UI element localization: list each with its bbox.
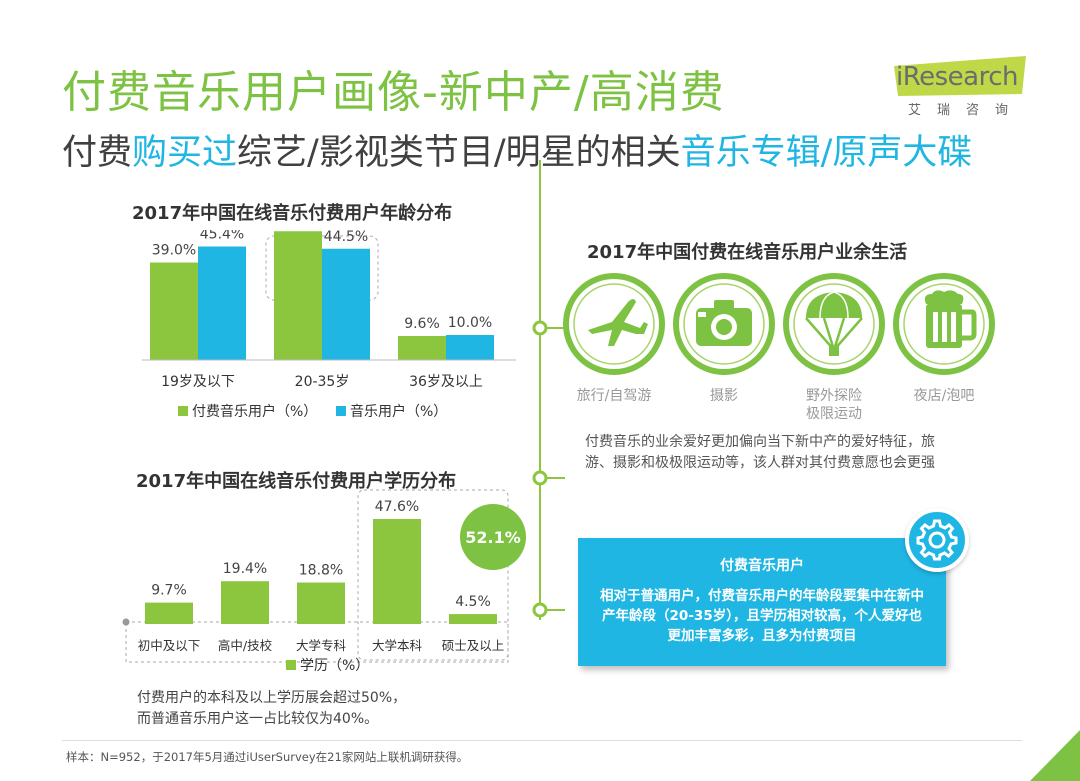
highlight-total-text: 52.1% [465,528,521,547]
hobby-label-travel: 旅行/自驾游 [576,388,652,404]
hobbies-title: 2017年中国付费在线音乐用户业余生活 [587,242,908,263]
bar-paid-1 [274,231,322,360]
connector-node [532,320,548,336]
bar-paid-2 [398,336,446,360]
age-chart: 39.0%45.4%19岁及以下51.5%44.5%20-35岁9.6%10.0… [142,230,516,420]
footer-divider [62,740,1022,741]
logo-text: iResearch [896,62,1018,92]
category-label: 初中及以下 [138,638,201,653]
bar-all-1 [322,248,370,360]
category-label: 19岁及以下 [161,374,235,390]
highlight-box [357,489,509,661]
category-label: 36岁及以上 [409,374,483,390]
hobbies-note: 付费音乐的业余爱好更加偏向当下新中产的爱好特征，旅游、摄影和极极限运动等，该人群… [585,434,935,471]
gear-icon [916,519,958,561]
sample-note: 样本：N=952，于2017年5月通过iUserSurvey在21家网站上联机调… [66,750,469,764]
timeline-connector [532,160,565,620]
bar-label: 45.4% [200,230,244,243]
subtitle-part: 付费 [62,133,133,173]
camera-icon [673,273,775,375]
hobby-icons [563,273,995,375]
bar-label: 4.5% [455,594,491,610]
bar-education-4 [449,614,497,624]
logo-subtext: 艾瑞咨询 [908,103,1025,118]
bar-label: 9.7% [151,583,187,599]
age-chart-title: 2017年中国在线音乐付费用户年龄分布 [132,203,453,224]
highlight-total-badge: 52.1% [460,504,526,570]
callout-body: 相对于普通用户，付费音乐用户的年龄段要集中在新中产年龄段（20-35岁），且学历… [600,588,924,644]
legend-swatch [178,406,188,416]
bar-education-2 [297,582,345,624]
connector-node [532,602,548,618]
bar-label: 39.0% [152,243,196,259]
legend-label: 学历（%） [300,658,369,674]
education-chart-title: 2017年中国在线音乐付费用户学历分布 [136,471,457,492]
page-subtitle: 付费购买过综艺/影视类节目/明星的相关音乐专辑/原声大碟 [62,124,972,175]
bar-label: 47.6% [375,499,419,515]
subtitle-part: 购买过 [132,133,238,173]
legend-swatch [286,660,296,670]
education-note: 付费用户的本科及以上学历展会超过50%， 而普通音乐用户这一占比较仅为40%。 [137,690,407,727]
iresearch-logo [894,56,1026,96]
category-label: 大学专科 [296,638,347,653]
bar-paid-0 [150,262,198,360]
summary-callout: 付费音乐用户 相对于普通用户，付费音乐用户的年龄段要集中在新中产年龄段（20-3… [578,538,946,666]
bar-label: 18.8% [299,563,343,579]
hobby-label-photography: 摄影 [710,388,738,404]
education-chart: 9.7% 初中及以下 19.4% 高中/技校 18.8% 大学专科 47.6% 大学本科 4.5… [122,489,509,674]
bar-education-1 [221,581,269,624]
subtitle-part: 音乐专辑/原声大碟 [680,133,973,173]
axis-dot [122,618,130,626]
bar-label: 10.0% [448,315,492,331]
bar-education-3 [373,519,421,624]
axis-box [125,621,509,663]
parachute-icon [783,273,885,375]
corner-decoration [1030,730,1080,781]
subtitle-part: 综艺/影视类节目/明星的相关 [237,133,681,173]
page-title: 付费音乐用户画像-新中产/高消费 [62,67,725,118]
category-label: 20-35岁 [295,374,350,390]
hobby-label-extreme-sports: 野外探险 极限运动 [806,388,862,422]
gear-badge [905,508,969,572]
bar-education-0 [145,602,193,624]
bar-all-2 [446,335,494,360]
bar-all-0 [198,246,246,360]
callout-title: 付费音乐用户 [720,558,804,574]
bar-label: 44.5% [324,230,368,245]
legend-swatch [336,406,346,416]
connector-node [532,470,548,486]
legend-label: 音乐用户（%） [350,403,447,420]
category-label: 高中/技校 [218,638,273,653]
category-label: 大学本科 [372,638,423,653]
bar-label: 9.6% [404,316,440,332]
hobby-label-nightclub: 夜店/泡吧 [913,388,975,404]
category-label: 硕士及以上 [442,638,505,653]
beer-mug-icon [893,273,995,375]
legend-label: 付费音乐用户（%） [192,403,317,420]
bar-label: 19.4% [223,561,267,577]
airplane-icon [563,273,665,375]
